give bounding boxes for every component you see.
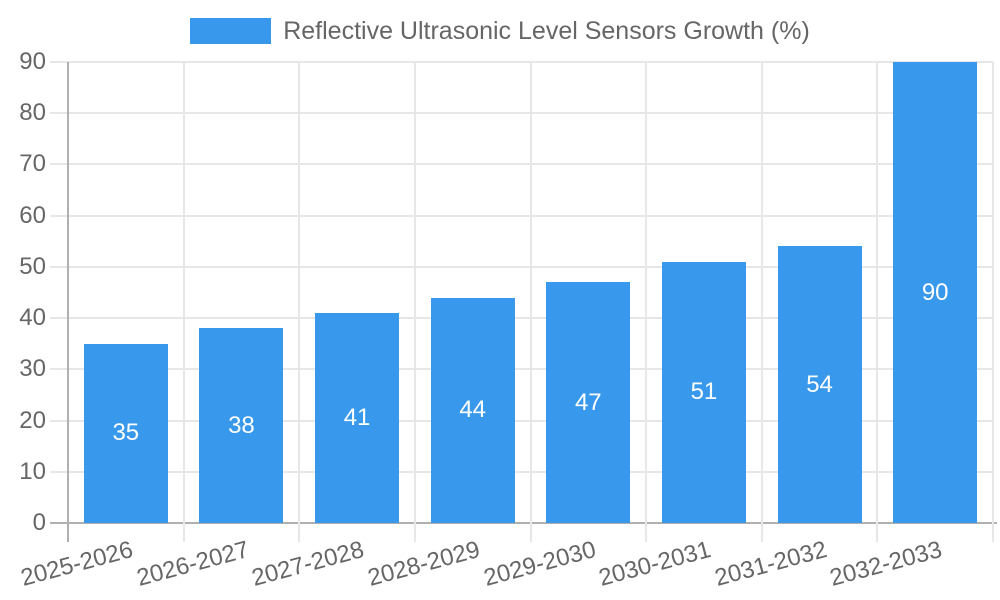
bar-value-label: 44 — [459, 396, 487, 424]
bar-value-label: 35 — [112, 419, 140, 447]
x-gridline — [992, 62, 994, 542]
y-gridline — [50, 368, 993, 371]
bar-value-label: 41 — [343, 403, 371, 431]
bar-value-label: 51 — [690, 378, 718, 406]
y-tick-label: 10 — [19, 457, 46, 485]
bar — [661, 261, 746, 523]
x-tick-label: 2026-2027 — [133, 536, 252, 592]
y-gridline — [50, 112, 993, 115]
bar-value-label: 47 — [574, 388, 602, 416]
y-tick-label: 70 — [19, 150, 46, 178]
x-tick-label: 2027-2028 — [249, 536, 368, 592]
x-tick-label: 2032-2033 — [827, 536, 946, 592]
x-gridline — [298, 62, 301, 542]
y-tick-label: 90 — [19, 48, 46, 75]
x-gridline — [413, 62, 416, 542]
bar — [546, 282, 631, 523]
x-gridline — [760, 62, 763, 542]
bar — [315, 312, 400, 523]
y-gridline — [50, 470, 993, 473]
x-gridline — [645, 62, 648, 542]
y-axis-line — [67, 62, 69, 542]
x-tick-label: 2031-2032 — [711, 536, 830, 592]
y-gridline — [50, 419, 993, 422]
bar — [199, 328, 284, 523]
x-tick-label: 2025-2026 — [17, 536, 136, 592]
x-tick-label: 2030-2031 — [596, 536, 714, 592]
bar-value-label: 90 — [921, 278, 949, 306]
bar — [83, 343, 168, 523]
legend-label: Reflective Ultrasonic Level Sensors Grow… — [283, 17, 810, 45]
y-tick-label: 20 — [19, 406, 46, 434]
y-tick-label: 0 — [32, 509, 46, 536]
x-gridline — [876, 62, 879, 542]
x-gridline — [182, 62, 185, 542]
x-tick-label: 2029-2030 — [480, 536, 599, 592]
legend[interactable]: Reflective Ultrasonic Level Sensors Grow… — [0, 17, 1000, 45]
y-gridline — [50, 61, 993, 63]
x-tick-label: 2028-2029 — [364, 536, 483, 592]
bar-value-label: 54 — [806, 370, 833, 398]
bar-value-label: 38 — [228, 411, 255, 439]
y-tick-label: 50 — [19, 252, 46, 280]
y-gridline — [50, 163, 993, 166]
y-tick-label: 40 — [19, 304, 46, 332]
bar — [777, 246, 862, 523]
y-tick-label: 80 — [19, 99, 46, 127]
y-tick-label: 30 — [19, 355, 46, 383]
x-gridline — [529, 62, 532, 542]
bar — [430, 297, 515, 523]
y-tick-label: 60 — [19, 201, 46, 229]
y-gridline — [50, 317, 993, 320]
bar — [893, 62, 978, 523]
x-axis-line — [50, 522, 997, 524]
y-gridline — [50, 214, 993, 217]
y-gridline — [50, 265, 993, 268]
legend-swatch — [190, 18, 272, 44]
